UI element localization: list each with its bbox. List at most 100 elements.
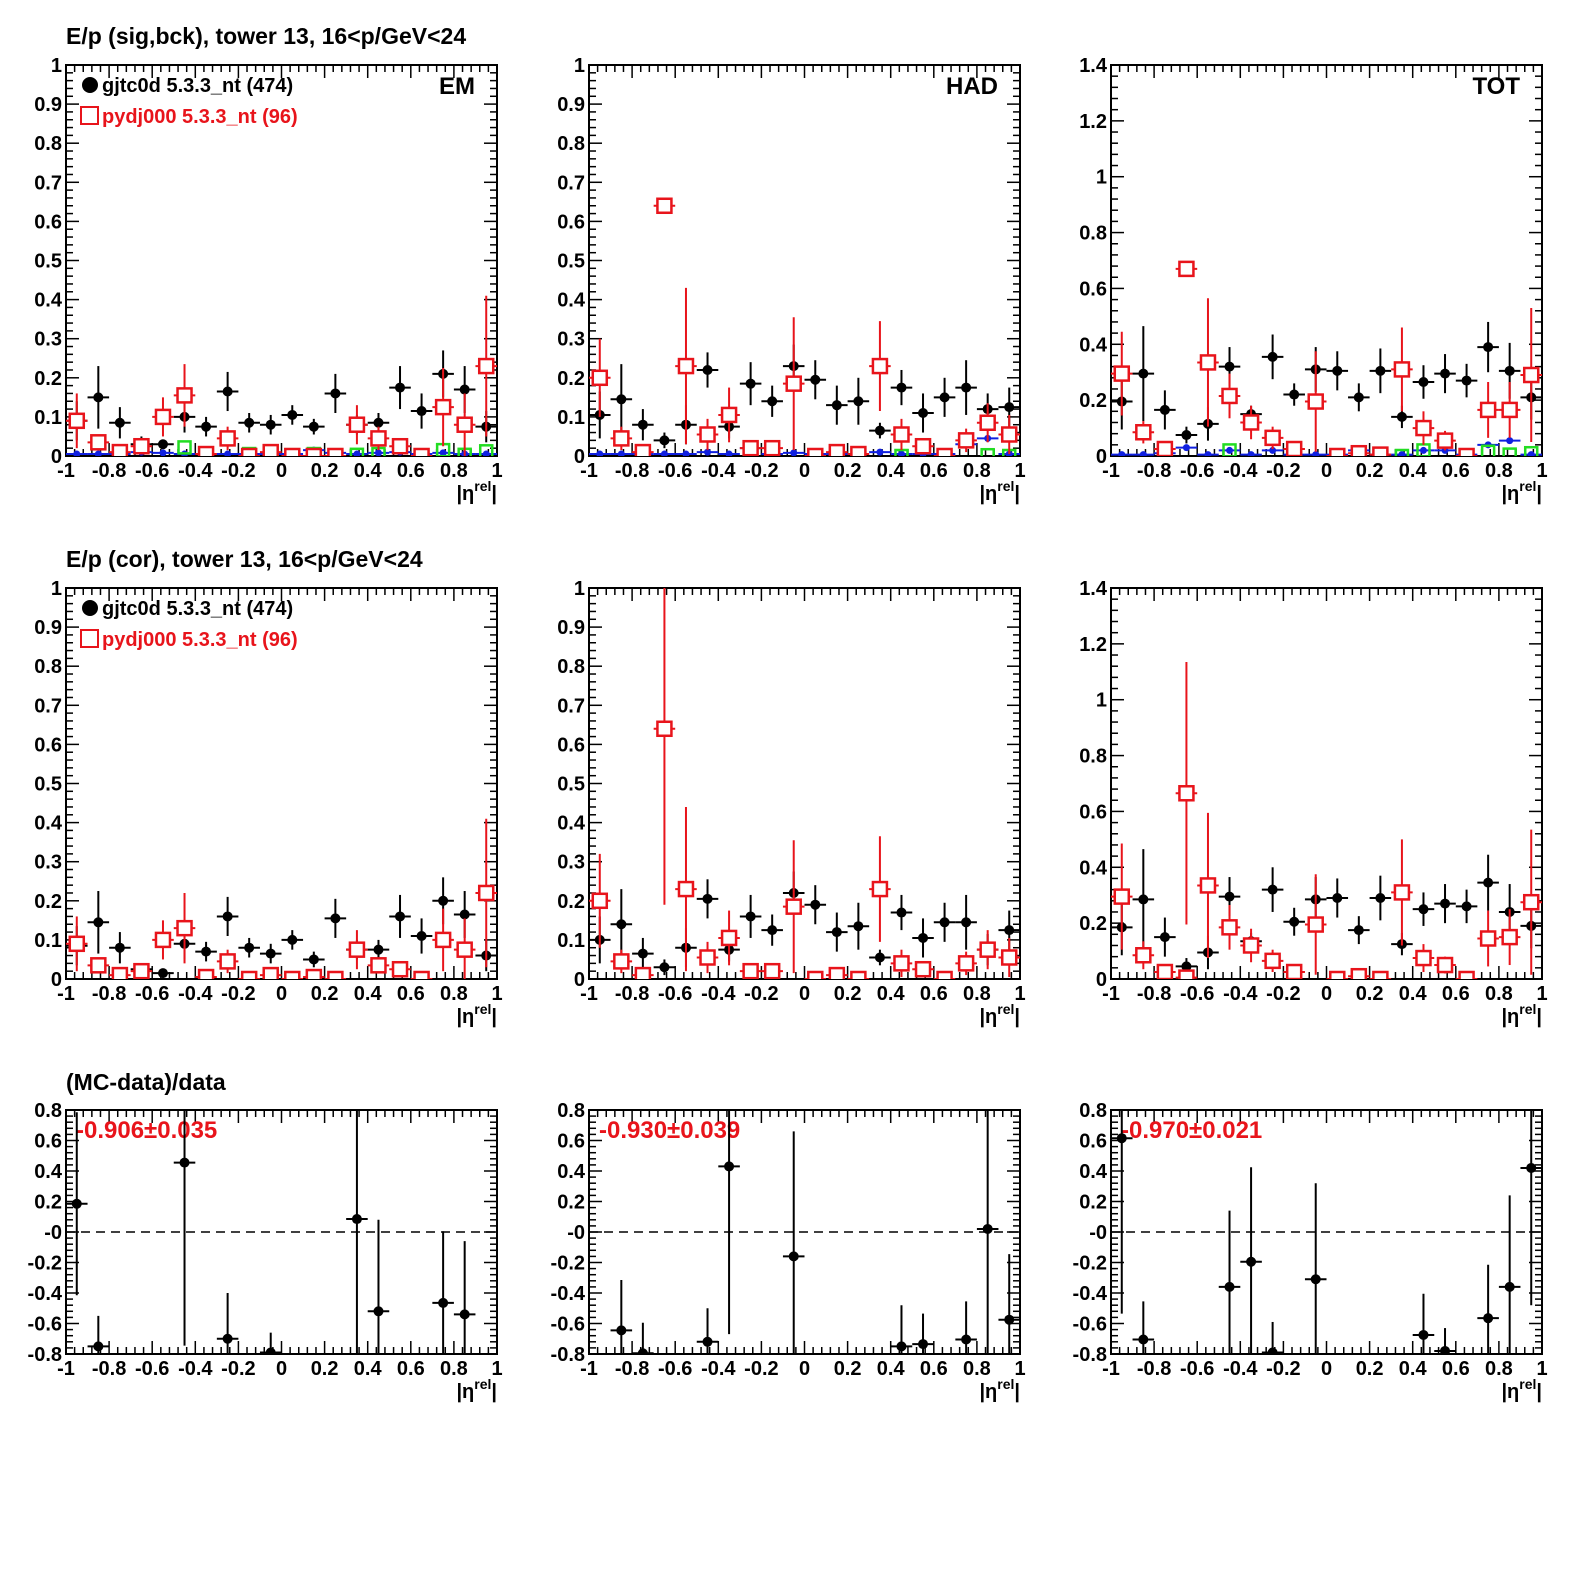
y-tick-label: 1.4 (1079, 55, 1108, 77)
x-tick-label: -0.6 (1180, 983, 1214, 1005)
data-point (1116, 1133, 1127, 1144)
plot-area (1111, 662, 1542, 979)
x-tick-label: 0.6 (1442, 1358, 1470, 1380)
mc-point (1329, 970, 1346, 979)
y-tick-label: 0 (574, 446, 585, 468)
data-point (71, 1198, 82, 1209)
mc-point (871, 880, 889, 898)
y-tick-label: 0 (51, 969, 62, 991)
mc-point (936, 447, 953, 456)
y-tick-label: 0.6 (1079, 801, 1107, 823)
mc-point (434, 398, 452, 416)
mc-point (197, 445, 215, 456)
x-tick-label: -0.6 (658, 1358, 692, 1380)
data-point (1224, 361, 1235, 372)
bck-data-point (1527, 451, 1535, 456)
data-point (702, 364, 713, 375)
mc-point (1264, 429, 1281, 447)
y-tick-label: 0 (51, 446, 62, 468)
x-tick-label: -1 (580, 1358, 598, 1380)
series-mc (589, 588, 1020, 979)
y-tick-label: 0.3 (34, 852, 62, 874)
bck-data-point (1419, 446, 1427, 454)
mc-point (1393, 884, 1411, 901)
y-tick-label: 0.8 (557, 656, 585, 678)
mc-point (1393, 361, 1411, 378)
mc-point (1436, 432, 1454, 449)
data-point (1461, 901, 1472, 912)
data-point (222, 386, 233, 397)
x-tick-label: -0.4 (178, 1358, 213, 1380)
mc-point (893, 955, 910, 972)
data-point (702, 1336, 713, 1347)
x-tick-label: -1 (1102, 1358, 1120, 1380)
data-point (1353, 925, 1364, 936)
x-tick-label: 0 (799, 1358, 810, 1380)
x-tick-label: 0.6 (920, 460, 948, 482)
panel-sigbck-tot: 0 0.2 0.4 0.6 0.8 1 1.2 1.4 -1 -0.8 -0.6 -0.4 -0.2 0 0… (1079, 55, 1547, 505)
y-tick-label: 0.7 (34, 172, 62, 194)
mc-point (699, 949, 716, 966)
bck-data-point (596, 450, 604, 456)
series-mc (66, 818, 497, 979)
x-tick-label: 0.2 (834, 460, 862, 482)
mc-point (305, 968, 323, 979)
x-tick-label: 1 (1536, 1358, 1547, 1380)
data-point (1396, 411, 1407, 422)
bck-data-point (1398, 451, 1406, 456)
x-tick-label: 1 (1536, 460, 1547, 482)
bck-data-point (682, 450, 690, 456)
data-point (637, 1348, 648, 1354)
data-point (459, 384, 470, 395)
y-tick-label: -0.6 (28, 1314, 62, 1336)
data-point (1440, 368, 1451, 379)
series-data (66, 1110, 476, 1354)
data-point (1418, 1329, 1429, 1340)
data-point (373, 1306, 384, 1317)
data-point (1461, 375, 1472, 386)
x-tick-label: 0.8 (440, 460, 468, 482)
y-tick-label: 0.5 (557, 774, 585, 796)
y-tick-label: -0.6 (1073, 1314, 1107, 1336)
bck-data-point (876, 448, 884, 456)
data-point (93, 917, 104, 928)
data-point (157, 968, 168, 979)
x-tick-label: 0.4 (1399, 983, 1428, 1005)
data-point (1310, 1274, 1321, 1285)
x-axis-label: |ηrel| (979, 1001, 1020, 1028)
y-tick-label: 0.9 (557, 617, 585, 639)
mc-point (133, 437, 150, 455)
plot-area (1111, 1110, 1542, 1354)
x-tick-label: 0 (799, 460, 810, 482)
mc-point (742, 439, 759, 456)
y-tick-label: 0.8 (1079, 223, 1107, 245)
mc-point (1221, 919, 1238, 936)
data-point (201, 946, 212, 957)
data-point (459, 1309, 470, 1320)
series-mc (1175, 662, 1198, 925)
x-tick-label: -0.4 (1223, 460, 1258, 482)
bck-mc-point (349, 447, 365, 456)
x-axis-label: |ηrel| (1501, 1376, 1542, 1403)
mc-point (284, 970, 301, 979)
bck-data-point (1269, 446, 1277, 454)
x-tick-label: -0.4 (701, 983, 736, 1005)
mc-point (1501, 928, 1518, 946)
bck-data-point (790, 449, 798, 456)
y-tick-label: 0.2 (557, 368, 585, 390)
data-point (745, 911, 756, 922)
data-point (157, 439, 168, 450)
data-point (616, 919, 627, 930)
mc-point (1372, 446, 1389, 456)
bck-mc-point (177, 440, 192, 455)
data-point (1159, 932, 1170, 943)
bck-data-point (1312, 451, 1320, 456)
x-tick-label: -0.4 (178, 460, 213, 482)
mc-point (613, 430, 630, 447)
x-tick-label: 0.6 (397, 460, 425, 482)
mc-point (979, 414, 996, 432)
x-tick-label: 0 (276, 1358, 287, 1380)
x-tick-label: 0.8 (963, 983, 991, 1005)
x-tick-label: 0 (276, 983, 287, 1005)
legend-data-label: gjtc0d 5.3.3_nt (474) (102, 75, 293, 97)
